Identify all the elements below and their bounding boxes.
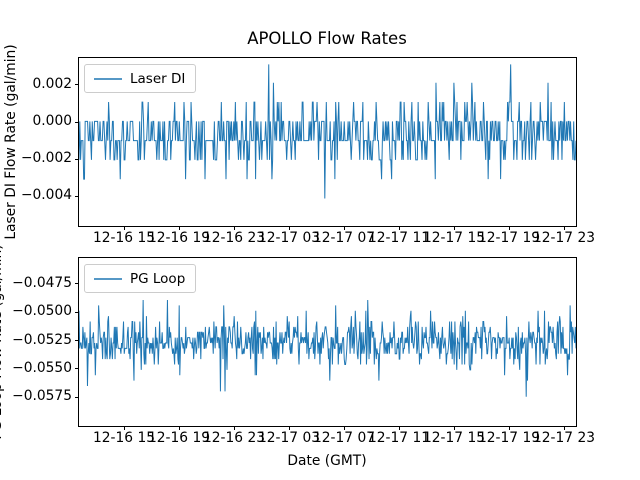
x-tick-label: 12-17 07 [312,430,376,446]
x-tick-label: 12-17 15 [422,230,486,246]
x-tick-mark [564,226,565,230]
x-tick-mark [399,226,400,230]
x-tick-label: 12-16 23 [202,430,266,446]
y-tick-mark [75,396,79,398]
y-tick-mark [75,195,79,197]
series-line-laser-di [79,64,576,199]
legend-line-sample-icon [94,77,122,80]
y-tick-mark [75,158,79,160]
legend-label: Laser DI [130,70,186,87]
x-tick-label: 12-17 03 [257,430,321,446]
x-axis-label: Date (GMT) [287,453,367,469]
x-tick-mark [124,226,125,230]
y-tick-mark [75,368,79,370]
y-tick-label: −0.0500 [12,303,72,320]
y-tick-label: −0.0575 [12,388,72,405]
x-tick-label: 12-17 11 [367,430,431,446]
y-tick-label: 0.000 [32,113,73,130]
x-tick-label: 12-16 15 [92,430,156,446]
x-tick-label: 12-17 19 [477,430,541,446]
x-tick-mark [564,426,565,430]
x-tick-mark [179,226,180,230]
y-tick-mark [75,283,79,285]
legend-laser-di: Laser DI [84,64,197,93]
x-tick-mark [289,226,290,230]
figure-title: APOLLO Flow Rates [247,29,407,48]
axes-laser-di: Laser DI 0.002 0.000 −0.002 −0.004 12-16 15 1… [21,57,595,245]
y-tick-label: −0.004 [20,187,72,204]
x-tick-label: 12-17 07 [312,230,376,246]
legend-pg-loop: PG Loop [84,264,197,293]
x-tick-mark [399,426,400,430]
y-tick-mark [75,340,79,342]
x-tick-mark [509,426,510,430]
x-tick-label: 12-17 19 [477,230,541,246]
x-tick-label: 12-17 23 [532,430,596,446]
x-tick-label: 12-16 15 [92,230,156,246]
x-tick-mark [454,226,455,230]
x-tick-mark [344,226,345,230]
x-tick-mark [234,426,235,430]
legend-label: PG Loop [130,270,186,287]
y-tick-label: −0.0550 [12,359,72,376]
x-tick-mark [179,426,180,430]
y-tick-mark [75,311,79,313]
y-tick-label: −0.0525 [12,331,72,348]
legend-line-sample-icon [94,277,122,280]
y-axis-label-laser-di: Laser DI Flow Rate (gal/min) [3,44,19,240]
x-tick-label: 12-16 23 [202,230,266,246]
y-tick-label: −0.0475 [12,274,72,291]
x-tick-label: 12-16 19 [147,230,211,246]
x-tick-label: 12-17 23 [532,230,596,246]
y-axis-label-pg-loop: PG Loop Flow Rate (gal/min) [0,244,5,440]
y-tick-label: −0.002 [20,150,72,167]
y-tick-mark [75,84,79,86]
y-tick-label: 0.002 [32,75,73,92]
x-tick-mark [124,426,125,430]
x-tick-mark [344,426,345,430]
x-tick-mark [454,426,455,430]
axes-pg-loop: PG Loop −0.0475 −0.0500 −0.0525 −0.0550 −0.0… [12,257,595,445]
x-tick-mark [509,226,510,230]
x-tick-mark [234,226,235,230]
x-tick-label: 12-17 11 [367,230,431,246]
x-tick-label: 12-17 15 [422,430,486,446]
series-line-pg-loop [79,299,576,397]
x-tick-label: 12-17 03 [257,230,321,246]
x-tick-mark [289,426,290,430]
y-tick-mark [75,121,79,123]
x-tick-label: 12-16 19 [147,430,211,446]
